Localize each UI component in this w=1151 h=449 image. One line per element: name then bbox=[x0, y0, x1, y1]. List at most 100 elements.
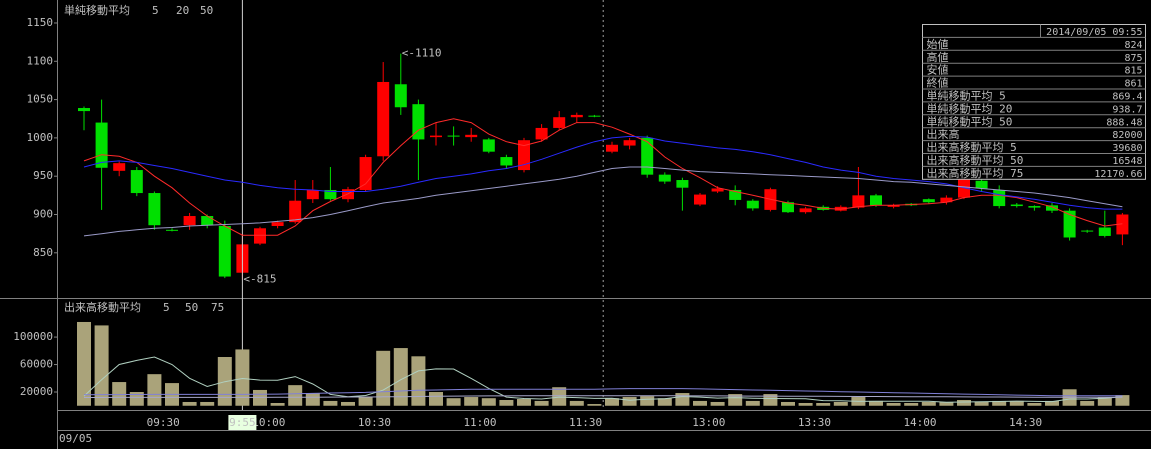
x-tick-label: 09:30 bbox=[147, 416, 180, 429]
candle-body bbox=[658, 174, 671, 182]
volume-bar bbox=[745, 400, 760, 406]
volume-bar bbox=[358, 397, 373, 406]
volume-bar bbox=[129, 392, 144, 406]
y-tick-label: 850 bbox=[33, 246, 53, 259]
candle-body bbox=[482, 139, 495, 152]
candle-body bbox=[324, 189, 337, 200]
volume-bar bbox=[411, 356, 426, 406]
info-value: 39680 bbox=[1112, 143, 1142, 154]
candle-body bbox=[1010, 204, 1023, 207]
volume-bar bbox=[534, 400, 549, 406]
volume-bar bbox=[1097, 397, 1112, 406]
candle-body bbox=[676, 180, 689, 188]
volume-bar bbox=[446, 398, 461, 406]
date-label: 09/05 bbox=[59, 432, 92, 445]
candle-body bbox=[799, 208, 812, 213]
volume-bar bbox=[1080, 400, 1095, 406]
info-label: 単純移動平均 20 bbox=[927, 101, 1013, 115]
volume-bar bbox=[499, 399, 514, 406]
candle-body bbox=[1028, 206, 1041, 208]
volume-bar bbox=[552, 387, 567, 406]
candle-body bbox=[641, 137, 654, 175]
candle-body bbox=[447, 135, 460, 137]
moving-average-line bbox=[84, 395, 1123, 398]
volume-bar bbox=[710, 401, 725, 406]
legend-entry: 50 bbox=[185, 301, 198, 314]
x-tick-label: 11:30 bbox=[569, 416, 602, 429]
volume-bar bbox=[728, 394, 743, 406]
volume-bar bbox=[939, 401, 954, 406]
volume-bar bbox=[886, 403, 901, 406]
candle-body bbox=[553, 117, 566, 128]
candle-body bbox=[500, 157, 513, 166]
candle-body bbox=[113, 163, 126, 171]
candle-body bbox=[993, 189, 1006, 207]
candle-body bbox=[130, 170, 143, 194]
volume-bar bbox=[341, 401, 355, 406]
info-label: 出来高移動平均 75 bbox=[927, 166, 1024, 180]
info-label: 出来高移動平均 5 bbox=[927, 140, 1017, 154]
x-tick-label: 14:00 bbox=[903, 416, 936, 429]
candle-body bbox=[887, 205, 900, 207]
volume-bar bbox=[517, 399, 531, 406]
moving-average-line bbox=[83, 388, 1123, 397]
info-value: 869.4 bbox=[1112, 91, 1142, 102]
volume-bar bbox=[305, 393, 320, 406]
candle-body bbox=[782, 202, 794, 213]
info-label: 単純移動平均 5 bbox=[927, 88, 1006, 102]
volume-bar bbox=[693, 400, 707, 406]
candle-body bbox=[1098, 227, 1111, 236]
volume-bar bbox=[94, 325, 109, 406]
candle-body bbox=[729, 189, 742, 200]
candle-body bbox=[148, 193, 161, 226]
info-value: 82000 bbox=[1112, 130, 1142, 141]
legend-entry: 50 bbox=[200, 4, 213, 17]
candle-body bbox=[166, 229, 178, 231]
info-value: 16548 bbox=[1112, 156, 1142, 167]
candle-body bbox=[412, 104, 425, 140]
volume-bar bbox=[640, 396, 655, 406]
volume-bar bbox=[1009, 400, 1024, 406]
candle-body bbox=[359, 157, 372, 190]
x-tick-label: 11:00 bbox=[463, 416, 496, 429]
candle-body bbox=[940, 197, 953, 203]
y-tick-label: 950 bbox=[33, 169, 53, 182]
candle-body bbox=[570, 114, 583, 118]
x-tick-label: 14:30 bbox=[1009, 416, 1042, 429]
volume-bar bbox=[957, 399, 971, 406]
legend-title: 単純移動平均 bbox=[64, 3, 130, 17]
volume-bar bbox=[921, 401, 936, 406]
info-header: 2014/09/05 09:55 bbox=[1046, 27, 1142, 38]
info-label: 始値 bbox=[927, 37, 949, 51]
candle-body bbox=[1046, 205, 1058, 211]
x-tick-label: 10:00 bbox=[252, 416, 285, 429]
volume-bar bbox=[587, 404, 602, 406]
volume-bar bbox=[464, 397, 479, 406]
info-label: 出来高移動平均 50 bbox=[927, 153, 1024, 167]
candle-body bbox=[465, 134, 478, 138]
info-value: 861 bbox=[1124, 79, 1142, 90]
candle-body bbox=[852, 195, 865, 208]
info-value: 888.48 bbox=[1106, 117, 1142, 128]
x-tick-label: 13:30 bbox=[798, 416, 831, 429]
volume-bar bbox=[992, 400, 1007, 406]
y-tick-label: 1150 bbox=[27, 16, 54, 29]
volume-bar bbox=[376, 350, 391, 406]
candle-body bbox=[95, 122, 108, 168]
x-tick-label: 10:30 bbox=[358, 416, 391, 429]
candle-body bbox=[606, 144, 618, 152]
moving-average-line bbox=[83, 166, 1123, 237]
candle-body bbox=[430, 135, 442, 138]
volume-bar bbox=[869, 400, 883, 406]
candle-body bbox=[694, 194, 706, 205]
candle-body bbox=[394, 84, 407, 108]
y-tick-label: 100000 bbox=[13, 330, 53, 343]
volume-bar bbox=[235, 349, 250, 406]
info-value: 12170.66 bbox=[1094, 169, 1142, 180]
candle-body bbox=[183, 216, 196, 226]
y-tick-label: 20000 bbox=[20, 385, 53, 398]
volume-bar bbox=[675, 393, 690, 406]
moving-average-line bbox=[83, 118, 1123, 236]
x-tick-label: 13:00 bbox=[692, 416, 725, 429]
